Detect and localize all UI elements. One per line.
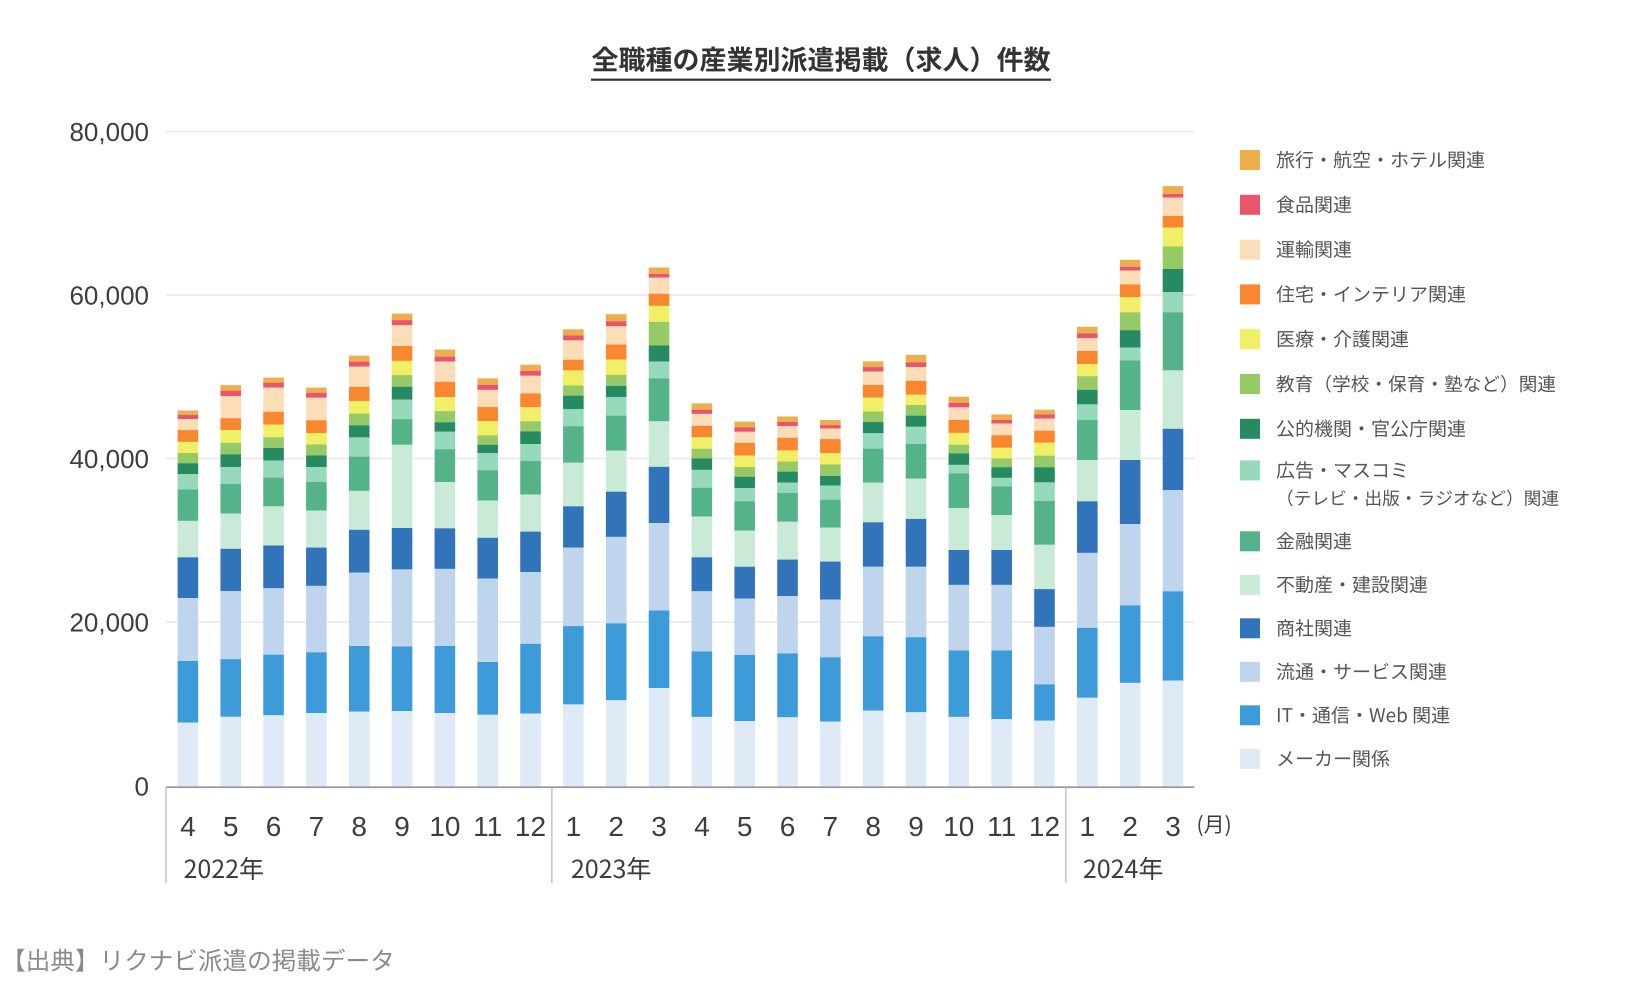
- svg-text:40,000: 40,000: [69, 444, 149, 474]
- svg-text:0: 0: [135, 771, 149, 801]
- svg-text:7: 7: [309, 811, 325, 842]
- svg-text:12: 12: [1029, 811, 1060, 842]
- svg-text:2: 2: [1122, 811, 1138, 842]
- svg-text:12: 12: [515, 811, 546, 842]
- svg-text:3: 3: [1165, 811, 1181, 842]
- svg-text:6: 6: [266, 811, 282, 842]
- svg-text:60,000: 60,000: [69, 280, 149, 310]
- svg-text:9: 9: [394, 811, 410, 842]
- svg-text:5: 5: [737, 811, 753, 842]
- svg-text:5: 5: [223, 811, 239, 842]
- svg-text:2: 2: [608, 811, 624, 842]
- svg-text:11: 11: [473, 811, 502, 842]
- svg-text:11: 11: [987, 811, 1016, 842]
- svg-text:4: 4: [694, 811, 710, 842]
- svg-text:7: 7: [823, 811, 839, 842]
- svg-text:6: 6: [780, 811, 796, 842]
- svg-text:1: 1: [1080, 811, 1096, 842]
- svg-text:20,000: 20,000: [69, 607, 149, 637]
- svg-text:10: 10: [429, 811, 460, 842]
- svg-text:9: 9: [908, 811, 924, 842]
- svg-text:10: 10: [943, 811, 974, 842]
- svg-text:4: 4: [180, 811, 196, 842]
- svg-text:80,000: 80,000: [69, 117, 149, 147]
- svg-text:3: 3: [651, 811, 667, 842]
- svg-text:8: 8: [865, 811, 881, 842]
- svg-text:8: 8: [351, 811, 367, 842]
- svg-text:1: 1: [566, 811, 582, 842]
